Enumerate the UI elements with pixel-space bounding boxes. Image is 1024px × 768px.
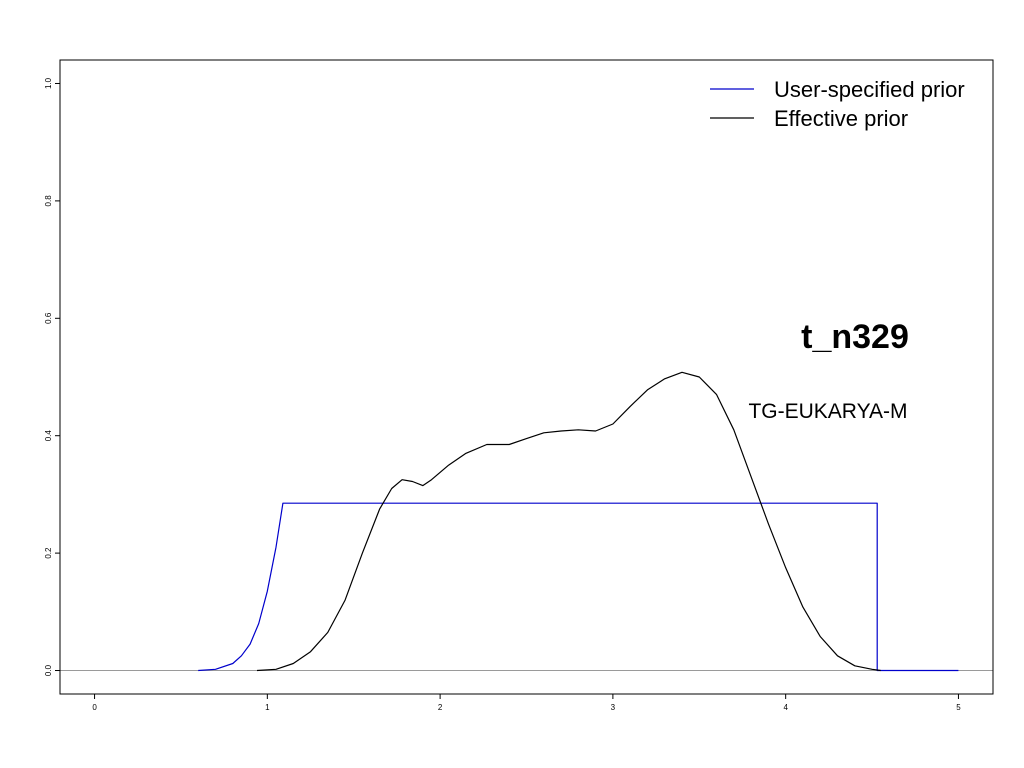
y-tick-label: 0.4 [44,430,53,442]
x-tick-label: 2 [438,703,443,712]
x-tick-label: 3 [611,703,616,712]
y-tick-label: 0.0 [44,664,53,676]
y-tick-label: 0.2 [44,547,53,559]
x-tick-label: 1 [265,703,270,712]
y-tick-label: 0.6 [44,312,53,324]
x-tick-label: 4 [783,703,788,712]
series-line-user-specified-prior [198,502,959,672]
axes-layer: 0 1 2 3 4 5 0.0 0.2 0.4 0.6 0.8 1.0 [44,77,961,712]
y-tick-label: 1.0 [44,77,53,89]
series-layer [60,371,993,672]
x-tick-label: 0 [92,703,97,712]
legend-label-user-specified-prior: User-specified prior [774,77,965,102]
legend-label-effective-prior: Effective prior [774,106,908,131]
y-tick-label: 0.8 [44,195,53,207]
plot-frame [59,59,994,695]
series-line-effective-prior [256,371,881,672]
x-tick-label: 5 [956,703,961,712]
chart-annotation: TG-EUKARYA-M [748,400,907,423]
chart-title: t_n329 [801,318,909,356]
legend: User-specified prior Effective prior [710,77,965,131]
